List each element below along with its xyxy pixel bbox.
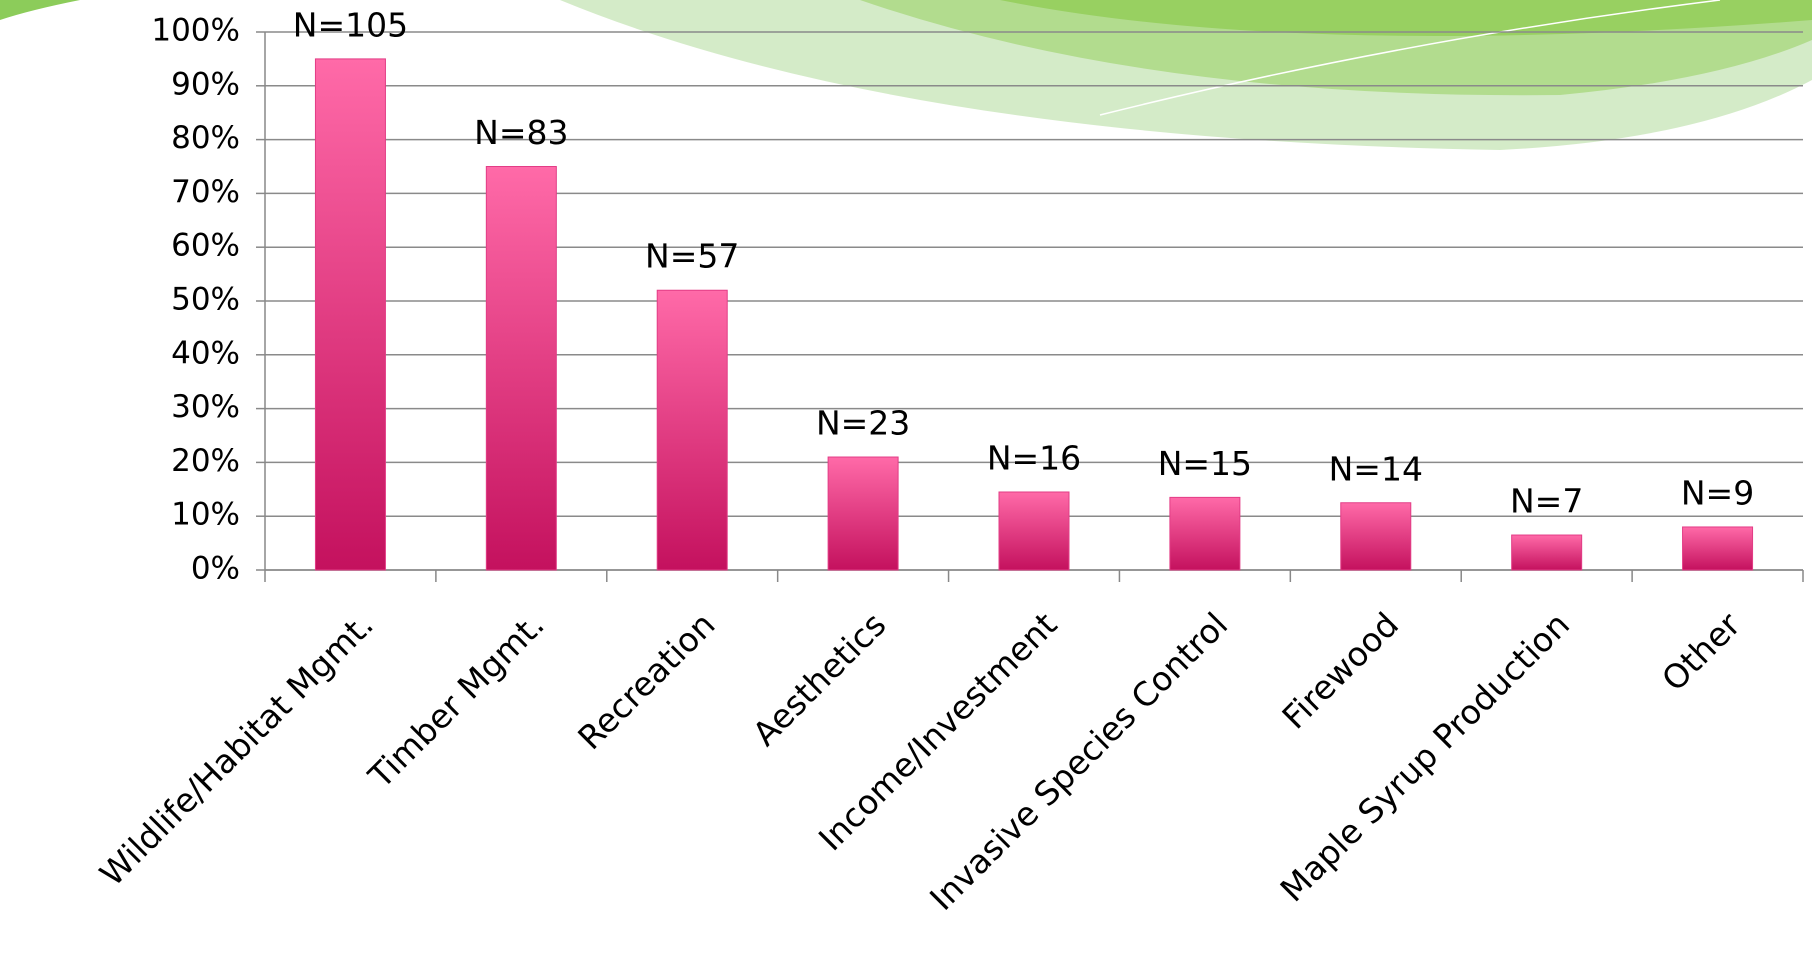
bar [314,58,386,571]
y-tick-label: 40% [171,335,240,371]
bar [1511,534,1583,571]
y-tick-label: 90% [171,66,240,102]
annotation: N=105 [293,5,408,44]
annotation: N=83 [474,113,568,152]
bar [1340,502,1412,571]
x-tick-label: Timber Mgmt. [360,605,551,796]
bar [998,491,1070,571]
x-tick-label: Firewood [1274,605,1406,737]
y-tick-label: 30% [171,389,240,425]
annotation: N=7 [1510,482,1583,521]
x-tick-label: Recreation [570,605,722,757]
annotation: N=57 [645,237,739,276]
y-tick-label: 10% [171,497,240,533]
y-tick-label: 60% [171,228,240,264]
y-tick-label: 50% [171,282,240,318]
annotation: N=16 [987,438,1081,477]
y-tick-label: 80% [171,120,240,156]
annotation: N=14 [1329,449,1423,488]
annotation: N=23 [816,404,910,443]
y-tick-label: 100% [151,13,240,49]
bar [1169,496,1241,571]
decoration [0,0,1812,150]
annotation: N=9 [1681,473,1754,512]
bar [1682,526,1754,571]
bar [656,289,728,571]
x-tick-label: Maple Syrup Production [1273,605,1577,909]
bar [485,166,557,571]
annotation: N=15 [1158,444,1252,483]
x-tick-label: Other [1654,604,1748,698]
bar [827,456,899,571]
y-tick-label: 20% [171,443,240,479]
x-tick-label: Invasive Species Control [922,605,1235,918]
y-tick-label: 0% [191,551,240,587]
x-tick-label: Aesthetics [745,605,894,754]
y-tick-label: 70% [171,174,240,210]
x-tick-label: Wildlife/Habitat Mgmt. [92,605,381,894]
